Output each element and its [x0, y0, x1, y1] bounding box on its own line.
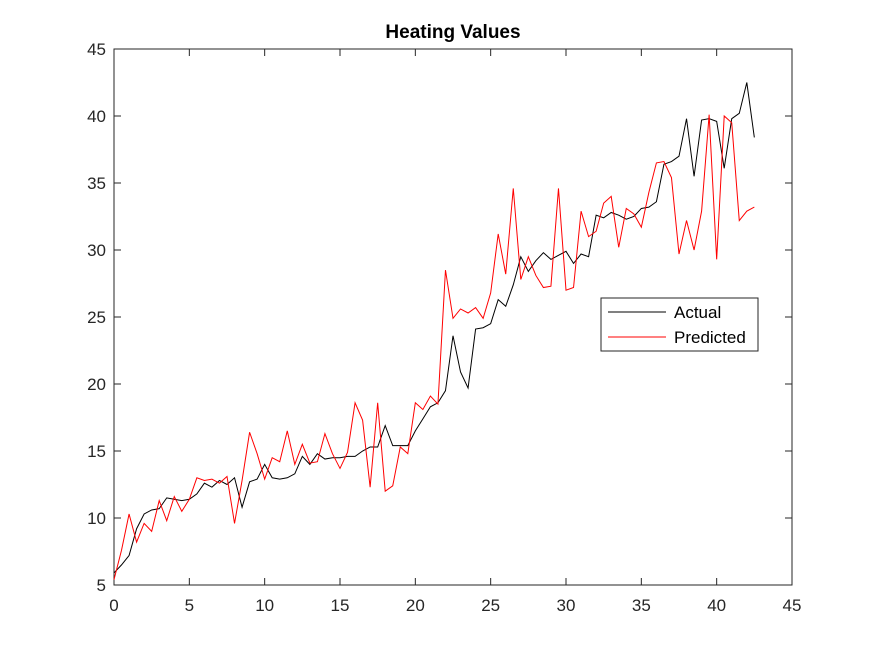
y-tick-label: 35: [87, 174, 106, 193]
x-axis: 0 5 10 15 20 25 30 35 40 45: [109, 49, 801, 615]
x-tick-label: 45: [783, 596, 802, 615]
x-tick-label: 0: [109, 596, 118, 615]
x-tick-label: 10: [255, 596, 274, 615]
x-tick-label: 5: [185, 596, 194, 615]
y-tick-label: 10: [87, 509, 106, 528]
y-tick-label: 40: [87, 107, 106, 126]
legend-label-actual: Actual: [674, 303, 721, 322]
y-tick-label: 20: [87, 375, 106, 394]
x-tick-label: 25: [481, 596, 500, 615]
y-tick-label: 25: [87, 308, 106, 327]
y-tick-label: 45: [87, 40, 106, 59]
legend-box: [600, 297, 759, 352]
legend-label-predicted: Predicted: [674, 328, 746, 347]
series-layer: [113, 82, 755, 580]
x-tick-label: 15: [331, 596, 350, 615]
y-tick-label: 5: [97, 576, 106, 595]
y-tick-label: 30: [87, 241, 106, 260]
x-tick-label: 35: [632, 596, 651, 615]
series-line-actual: [113, 82, 755, 574]
x-tick-label: 30: [557, 596, 576, 615]
legend: Actual Predicted: [600, 297, 759, 352]
y-tick-label: 15: [87, 442, 106, 461]
series-line-predicted: [113, 114, 755, 580]
x-tick-label: 20: [406, 596, 425, 615]
x-tick-label: 40: [707, 596, 726, 615]
y-axis: 5 10 15 20 25 30 35 40 45: [87, 40, 792, 595]
chart-title: Heating Values: [385, 22, 520, 43]
